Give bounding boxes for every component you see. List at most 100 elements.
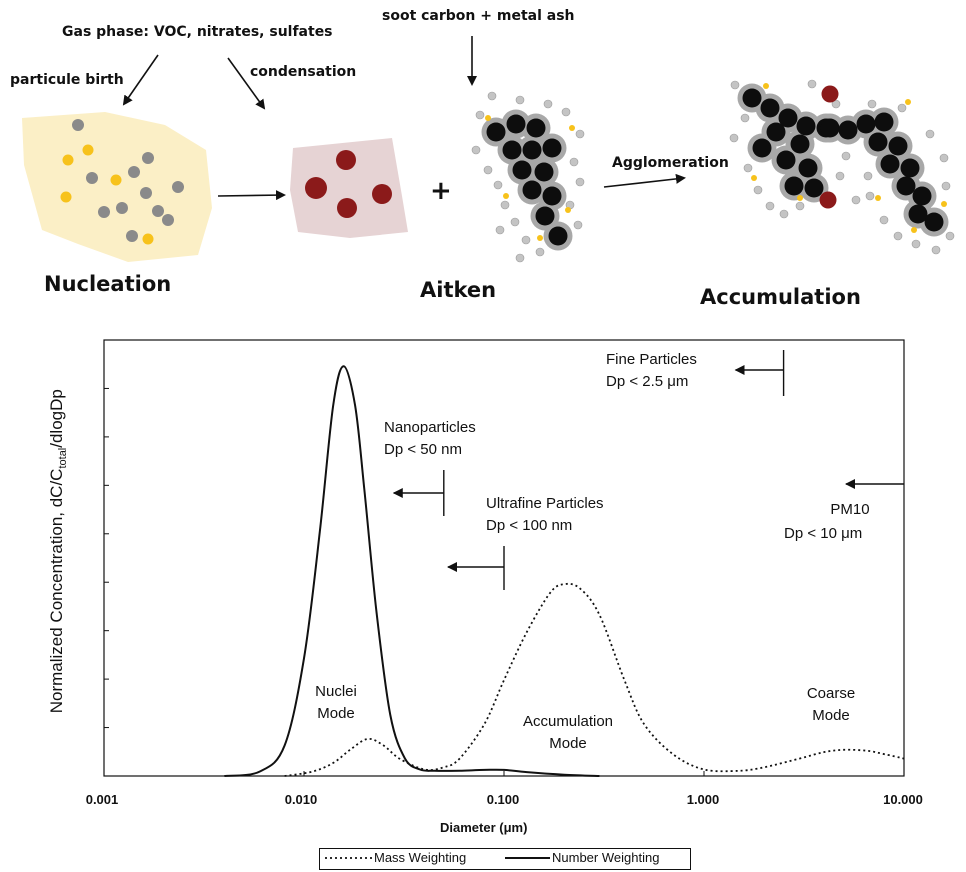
- soot-particle: [486, 122, 506, 142]
- legend-mass-label: Mass Weighting: [374, 850, 467, 865]
- aitken-soot-aggregate: [471, 91, 585, 263]
- soot-particle: [752, 138, 772, 158]
- ash-particle: [851, 195, 861, 205]
- ash-particle: [779, 209, 789, 219]
- x-tick-label: 0.100: [486, 792, 520, 807]
- accumulation-mode-label-1: Accumulation: [522, 713, 614, 730]
- ash-particle: [573, 220, 583, 230]
- nuclei-mode-label-1: Nuclei: [315, 683, 357, 700]
- ash-particle: [575, 177, 585, 187]
- ash-particle: [515, 253, 525, 263]
- ash-particle: [841, 151, 851, 161]
- ash-particle: [865, 191, 875, 201]
- ultrafine-cut: Dp < 100 nm: [486, 517, 573, 534]
- condensation-label: condensation: [250, 64, 357, 80]
- soot-particle: [760, 98, 780, 118]
- soot-particle: [888, 136, 908, 156]
- ash-particle: [765, 201, 775, 211]
- soot-particle: [778, 108, 798, 128]
- metal-ash-particle: [565, 207, 571, 213]
- legend-number-label: Number Weighting: [552, 850, 660, 865]
- metal-ash-particle: [905, 99, 911, 105]
- soot-label: soot carbon + metal ash: [382, 8, 575, 24]
- pm10-title: PM10: [830, 501, 870, 518]
- gas-phase-label: Gas phase: VOC, nitrates, sulfates: [62, 24, 333, 40]
- soot-particle: [874, 112, 894, 132]
- metal-ash-particle: [941, 201, 947, 207]
- accumulation-stage-label: Accumulation: [700, 285, 861, 309]
- metal-ash-particle: [485, 115, 491, 121]
- metal-ash-particle: [569, 125, 575, 131]
- ash-particle: [925, 129, 935, 139]
- ash-particle: [753, 185, 763, 195]
- soot-particle: [522, 140, 542, 160]
- ash-particle: [515, 95, 525, 105]
- soot-particle: [542, 138, 562, 158]
- fine-particles-cut: Dp < 2.5 μm: [606, 373, 689, 390]
- ash-particle: [475, 110, 485, 120]
- soot-particle: [784, 176, 804, 196]
- soot-particle: [542, 186, 562, 206]
- ash-particle: [543, 99, 553, 109]
- ash-particle: [879, 215, 889, 225]
- aitken-stage-label: Aitken: [420, 278, 497, 302]
- x-tick-label: 0.001: [85, 792, 119, 807]
- ash-particle: [945, 231, 955, 241]
- ash-particle: [487, 91, 497, 101]
- soot-particle: [820, 118, 840, 138]
- soot-particle: [790, 134, 810, 154]
- soot-particle: [526, 118, 546, 138]
- arrow-to-condensation: [227, 57, 266, 110]
- metal-ash-particle: [875, 195, 881, 201]
- soot-particle: [908, 204, 928, 224]
- nuclei-mode-label-2: Mode: [317, 705, 355, 722]
- soot-particle: [776, 150, 796, 170]
- soot-particle: [880, 154, 900, 174]
- soot-particle: [912, 186, 932, 206]
- soot-particle: [868, 132, 888, 152]
- accumulation-soot-aggregate: [729, 79, 955, 255]
- soot-particle: [522, 180, 542, 200]
- soot-particle: [896, 176, 916, 196]
- nucleation-particles: [60, 119, 184, 245]
- fine-particles-title: Fine Particles: [606, 351, 697, 368]
- metal-ash-particle: [797, 195, 803, 201]
- ash-particle: [911, 239, 921, 249]
- ash-particle: [535, 247, 545, 257]
- coarse-mode-label-1: Coarse: [806, 685, 856, 702]
- pm10-cut: Dp < 10 μm: [784, 525, 863, 542]
- soot-particle: [804, 178, 824, 198]
- soot-particle: [798, 158, 818, 178]
- arrow-agglomeration: [603, 173, 686, 188]
- condensed-particle: [819, 191, 837, 209]
- soot-particle: [924, 212, 944, 232]
- metal-ash-particle: [751, 175, 757, 181]
- soot-particle: [766, 122, 786, 142]
- arrow-to-birth: [122, 54, 159, 106]
- ash-particle: [941, 181, 951, 191]
- ash-particle: [740, 113, 750, 123]
- chart-axes: [103, 339, 905, 777]
- ash-particle: [867, 99, 877, 109]
- ash-particle: [483, 165, 493, 175]
- x-tick-label: 10.000: [883, 792, 923, 807]
- metal-ash-particle: [911, 227, 917, 233]
- metal-ash-particle: [503, 193, 509, 199]
- ash-particle: [510, 217, 520, 227]
- x-tick-label: 1.000: [686, 792, 720, 807]
- y-axis-label: Normalized Concentration, dC/Ctotal/dlog…: [46, 389, 70, 714]
- ash-particle: [521, 235, 531, 245]
- ash-particle: [471, 145, 481, 155]
- ash-particle: [807, 79, 817, 89]
- ash-particle: [795, 201, 805, 211]
- agglomeration-label: Agglomeration: [612, 155, 729, 171]
- ash-particle: [939, 153, 949, 163]
- arrow-nucleation-to-condensation: [217, 190, 286, 201]
- particule-birth-label: particule birth: [10, 72, 124, 88]
- ash-particle: [493, 180, 503, 190]
- ash-particle: [863, 171, 873, 181]
- ash-particle: [835, 171, 845, 181]
- ash-particle: [575, 129, 585, 139]
- condensation-cloud: [290, 138, 408, 238]
- nucleation-stage-label: Nucleation: [44, 272, 172, 296]
